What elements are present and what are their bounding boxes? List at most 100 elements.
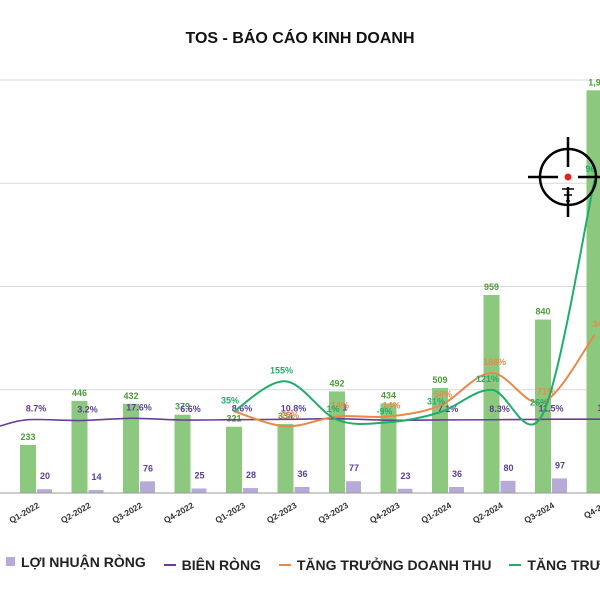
net-profit-label: 36 (452, 469, 462, 479)
legend-swatch-profit-growth (509, 564, 522, 566)
net-profit-label: 80 (503, 463, 513, 473)
crosshair-dot (564, 173, 572, 181)
x-tick-label: Q3-2023 (316, 500, 350, 525)
net-margin-label: 11.5% (538, 403, 563, 413)
revenue-label: 509 (432, 375, 447, 385)
revenue-growth-label: 14% (382, 401, 400, 411)
net-profit-label: 77 (349, 463, 359, 473)
net-profit-label: 20 (40, 471, 50, 481)
legend-item-profit-growth: TĂNG TRƯỞN (509, 557, 600, 573)
revenue-bar (123, 403, 139, 493)
x-tick-label: Q4-2023 (368, 500, 402, 525)
profit-growth-label: 121% (476, 374, 499, 384)
legend-label: TĂNG TRƯỞNG DOANH THU (296, 557, 492, 573)
revenue-growth-line (233, 334, 596, 428)
net-margin-label: 8.3% (489, 404, 510, 414)
net-margin-label: 8.6% (232, 404, 253, 414)
revenue-label: 233 (20, 432, 35, 442)
x-tick-label: Q4-2022 (162, 500, 196, 525)
profit-growth-label: 96 (585, 164, 595, 174)
legend-item-net-profit: LỢI NHUẬN RÒNG (6, 554, 146, 570)
revenue-label: 492 (329, 378, 344, 388)
revenue-bar (226, 426, 242, 493)
revenue-label: 840 (535, 307, 550, 317)
net-profit-bar (37, 489, 52, 493)
net-profit-bar (191, 488, 207, 493)
revenue-bar (277, 424, 294, 493)
profit-growth-label: 155% (270, 365, 293, 375)
revenue-bar (174, 414, 191, 493)
x-tick-label: Q1-2023 (213, 500, 247, 525)
crosshair-target-icon (528, 137, 600, 217)
profit-growth-label: 31% (427, 396, 445, 406)
net-profit-bar (449, 486, 464, 493)
revenue-growth-label: 188% (483, 357, 506, 367)
revenue-growth-label: 14% (331, 401, 349, 411)
net-profit-bar (294, 486, 310, 493)
chart-canvas: 233 446 432 379 321 334 492 434 509 959 840 1,9 20 14… (0, 77, 600, 525)
profit-growth-label: 26% (530, 398, 548, 408)
net-profit-label: 97 (555, 460, 565, 470)
revenue-label: 379 (175, 402, 190, 412)
x-tick-label: Q2-2024 (471, 500, 505, 525)
legend-item-revenue-growth: TĂNG TRƯỞNG DOANH THU (278, 557, 492, 573)
revenue-bar (71, 400, 88, 493)
legend-swatch-revenue-growth (278, 564, 291, 566)
revenue-bar (535, 319, 551, 493)
net-profit-label: 23 (400, 471, 410, 481)
revenue-label: 1,9 (588, 77, 600, 87)
net-profit-label: 28 (246, 470, 256, 480)
revenue-label: 334 (278, 411, 293, 421)
x-tick-label: Q2-2022 (59, 500, 93, 525)
legend: LỢI NHUẬN RÒNG BIÊN RÒNG TĂNG TRƯỞNG DOA… (6, 553, 600, 575)
profit-growth-line (233, 179, 596, 426)
net-margin-label: 17.6% (126, 402, 152, 412)
profit-growth-label: -9% (376, 406, 392, 416)
legend-swatch-net-margin (163, 564, 176, 566)
net-profit-label: 76 (143, 463, 153, 473)
revenue-label: 321 (226, 414, 241, 424)
chart-title: TOS - BÁO CÁO KINH DOANH (185, 30, 415, 47)
x-tick-label: Q1-2022 (7, 500, 41, 525)
revenue-bar (586, 90, 600, 493)
net-profit-bar (243, 488, 258, 493)
x-tick-label: Q1-2024 (419, 500, 453, 525)
legend-swatch-net-profit (6, 557, 15, 566)
revenue-growth-label: -25% (278, 410, 299, 420)
revenue-growth-label: 58% (434, 390, 452, 400)
revenue-label: 959 (484, 282, 499, 292)
net-margin-label: 6.6% (180, 404, 201, 414)
net-margin-label: 3.2% (77, 405, 98, 415)
net-profit-bar (500, 480, 516, 493)
net-profit-bar (552, 478, 567, 493)
revenue-label: 432 (123, 391, 138, 401)
legend-item-net-margin: BIÊN RÒNG (163, 557, 261, 573)
net-profit-bar (346, 481, 361, 493)
net-margin-label: 12 (597, 403, 600, 413)
revenue-label: 446 (72, 388, 87, 398)
revenue-bar (380, 403, 397, 493)
net-profit-bar (397, 488, 413, 493)
revenue-bar (483, 294, 500, 493)
revenue-bar (20, 444, 36, 493)
legend-label: TĂNG TRƯỞN (527, 557, 600, 573)
x-tick-label: Q3-2022 (110, 500, 144, 525)
legend-label: BIÊN RÒNG (181, 557, 261, 573)
net-profit-label: 36 (297, 469, 307, 479)
net-profit-label: 14 (91, 472, 101, 482)
revenue-label: 434 (381, 390, 396, 400)
net-margin-label: 1 (342, 403, 347, 413)
revenue-growth-label: 71% (537, 386, 555, 396)
net-profit-label: 25 (194, 471, 204, 481)
profit-growth-label: 35% (221, 395, 239, 405)
legend-label: LỢI NHUẬN RÒNG (21, 553, 146, 570)
x-tick-label: Q4-20 (582, 500, 600, 521)
profit-growth-label: 1% (326, 404, 339, 414)
net-profit-bar (88, 490, 104, 493)
net-margin-label: 8.7% (26, 404, 47, 414)
x-tick-label: Q2-2023 (265, 500, 299, 525)
net-profit-bar (140, 481, 155, 493)
net-margin-label: 10.8% (281, 403, 307, 413)
revenue-growth-label: 34 (592, 319, 600, 329)
x-tick-label: Q3-2024 (522, 500, 556, 525)
